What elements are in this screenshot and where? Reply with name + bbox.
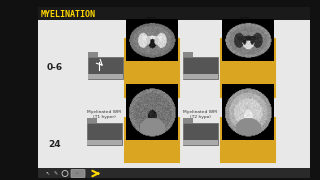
Text: ◁▷: ◁▷ xyxy=(75,172,81,176)
Bar xyxy=(182,57,218,79)
Bar xyxy=(182,118,193,123)
Text: ↖: ↖ xyxy=(45,171,49,176)
Bar xyxy=(87,52,98,57)
Bar xyxy=(87,57,123,79)
Text: ✎: ✎ xyxy=(54,171,58,176)
Bar xyxy=(86,118,97,123)
Bar xyxy=(87,74,123,79)
Text: 24: 24 xyxy=(49,140,61,149)
Bar xyxy=(86,123,122,145)
Text: MYELINATION: MYELINATION xyxy=(41,10,96,19)
Text: T2: T2 xyxy=(239,17,251,26)
Bar xyxy=(38,168,310,178)
Bar xyxy=(86,140,122,145)
Bar xyxy=(38,7,310,171)
Bar xyxy=(182,140,218,145)
Text: Myelinated WM
(T2 hypo): Myelinated WM (T2 hypo) xyxy=(183,110,217,119)
Bar xyxy=(38,7,310,20)
Bar xyxy=(221,118,275,162)
Text: 0-6: 0-6 xyxy=(47,63,63,72)
Text: Myelinated WM
(T1 hyper): Myelinated WM (T1 hyper) xyxy=(87,110,121,119)
Bar xyxy=(182,123,218,145)
Text: T1: T1 xyxy=(146,17,158,26)
Bar xyxy=(125,39,179,97)
Bar xyxy=(125,118,179,162)
Bar xyxy=(182,52,193,57)
FancyBboxPatch shape xyxy=(71,170,85,177)
Bar xyxy=(182,74,218,79)
Bar xyxy=(221,39,275,97)
